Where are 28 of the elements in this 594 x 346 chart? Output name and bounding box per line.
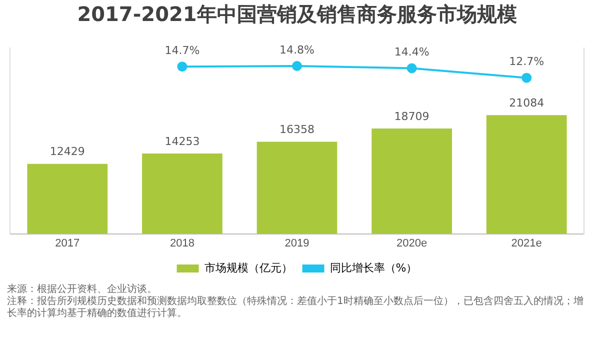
- point: [406, 63, 417, 74]
- bar: [486, 115, 567, 234]
- point: [292, 61, 302, 72]
- bar: [256, 142, 338, 234]
- bar: [27, 164, 108, 234]
- data-label: 21084: [509, 96, 544, 110]
- data-label: 14.7%: [164, 44, 200, 57]
- x-tick-label: 2018: [170, 237, 194, 250]
- data-label: 14253: [164, 134, 200, 148]
- point: [177, 62, 188, 72]
- x-tick-label: 2020e: [396, 237, 428, 250]
- bar: [372, 128, 452, 234]
- data-label: 14.4%: [394, 46, 430, 59]
- text: 注释：报告所列规模历史数据和预测数据均取整数位（特殊情况：差值小于1时精确至小数点后一位），已包含四舍五入的情况；增长率的计算均基于精确的数值进行计算。: [7, 296, 584, 320]
- data-label: 14.8%: [280, 43, 314, 56]
- x-tick-label: 2019: [284, 237, 310, 250]
- x-tick-label: 2017: [55, 237, 80, 250]
- data-label: 18709: [394, 110, 430, 123]
- point: [522, 72, 532, 83]
- bar: [142, 154, 222, 234]
- x-tick-label: 2021e: [511, 237, 542, 250]
- legend-label: 同比增长率（%）: [330, 261, 418, 274]
- chart-title: 2017-2021年中国营销及销售商务服务市场规模: [77, 2, 517, 26]
- source-note: 来源：根据公开资料、企业访谈。: [7, 284, 158, 296]
- data-label: 12.7%: [509, 55, 544, 68]
- legend-label: 市场规模（亿元）: [204, 261, 292, 274]
- data-label: 16358: [280, 123, 314, 136]
- data-label: 12429: [50, 145, 85, 158]
